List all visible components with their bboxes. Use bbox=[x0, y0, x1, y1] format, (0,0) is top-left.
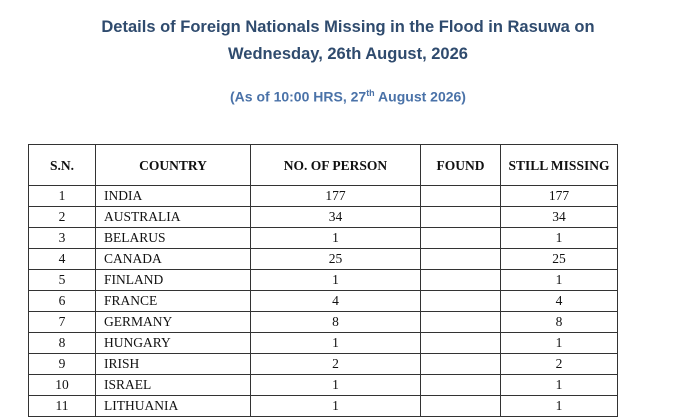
country-cell: LITHUANIA bbox=[95, 395, 251, 417]
subtitle-text: (As of 10:00 HRS, 27 bbox=[230, 88, 367, 105]
column-header: FOUND bbox=[420, 144, 501, 186]
table-row: 11 LITHUANIA 1 1 bbox=[28, 395, 618, 417]
missing-cell: 25 bbox=[500, 248, 618, 270]
serial-cell: 1 bbox=[28, 185, 96, 207]
serial-cell: 8 bbox=[28, 332, 96, 354]
serial-cell: 6 bbox=[28, 290, 96, 312]
found-cell bbox=[420, 269, 501, 291]
found-cell bbox=[420, 395, 501, 417]
table-row: 5 FINLAND 1 1 bbox=[28, 269, 618, 291]
table-row: 1 INDIA 177 177 bbox=[28, 185, 618, 207]
persons-cell: 1 bbox=[250, 269, 421, 291]
table-body: 1 INDIA 177 177 2 AUSTRALIA 34 34 3 BELARUS 1 1 4 CAN… bbox=[28, 185, 618, 417]
persons-cell: 34 bbox=[250, 206, 421, 228]
country-cell: FINLAND bbox=[95, 269, 251, 291]
table-row: 10 ISRAEL 1 1 bbox=[28, 374, 618, 396]
column-header: STILL MISSING bbox=[500, 144, 618, 186]
subtitle-sup: th bbox=[366, 88, 375, 98]
missing-cell: 1 bbox=[500, 227, 618, 249]
column-header: S.N. bbox=[28, 144, 96, 186]
serial-cell: 9 bbox=[28, 353, 96, 375]
table-row: 9 IRISH 2 2 bbox=[28, 353, 618, 375]
missing-cell: 1 bbox=[500, 332, 618, 354]
serial-cell: 2 bbox=[28, 206, 96, 228]
subtitle-text: August 2026) bbox=[374, 88, 466, 105]
subtitle: (As of 10:00 HRS, 27th August 2026) bbox=[0, 88, 696, 105]
found-cell bbox=[420, 290, 501, 312]
found-cell bbox=[420, 248, 501, 270]
persons-cell: 177 bbox=[250, 185, 421, 207]
serial-cell: 7 bbox=[28, 311, 96, 333]
persons-cell: 25 bbox=[250, 248, 421, 270]
table: S.N. COUNTRY NO. OF PERSON FOUND STILL MISSI… bbox=[28, 144, 618, 417]
found-cell bbox=[420, 353, 501, 375]
table-row: 6 FRANCE 4 4 bbox=[28, 290, 618, 312]
table-row: 7 GERMANY 8 8 bbox=[28, 311, 618, 333]
missing-cell: 177 bbox=[500, 185, 618, 207]
country-cell: INDIA bbox=[95, 185, 251, 207]
country-cell: GERMANY bbox=[95, 311, 251, 333]
persons-cell: 2 bbox=[250, 353, 421, 375]
persons-cell: 4 bbox=[250, 290, 421, 312]
persons-cell: 1 bbox=[250, 227, 421, 249]
country-cell: FRANCE bbox=[95, 290, 251, 312]
table-row: 8 HUNGARY 1 1 bbox=[28, 332, 618, 354]
serial-cell: 10 bbox=[28, 374, 96, 396]
header-row: S.N. COUNTRY NO. OF PERSON FOUND STILL MISSI… bbox=[28, 144, 618, 186]
missing-cell: 8 bbox=[500, 311, 618, 333]
column-header: NO. OF PERSON bbox=[250, 144, 421, 186]
missing-cell: 2 bbox=[500, 353, 618, 375]
title: Details of Foreign Nationals Missing in … bbox=[101, 18, 595, 63]
serial-cell: 4 bbox=[28, 248, 96, 270]
found-cell bbox=[420, 332, 501, 354]
persons-cell: 1 bbox=[250, 332, 421, 354]
persons-cell: 8 bbox=[250, 311, 421, 333]
found-cell bbox=[420, 185, 501, 207]
country-cell: BELARUS bbox=[95, 227, 251, 249]
found-cell bbox=[420, 227, 501, 249]
country-cell: CANADA bbox=[95, 248, 251, 270]
country-cell: AUSTRALIA bbox=[95, 206, 251, 228]
serial-cell: 5 bbox=[28, 269, 96, 291]
missing-cell: 1 bbox=[500, 269, 618, 291]
country-cell: HUNGARY bbox=[95, 332, 251, 354]
missing-cell: 1 bbox=[500, 374, 618, 396]
column-header: COUNTRY bbox=[95, 144, 251, 186]
missing-cell: 1 bbox=[500, 395, 618, 417]
table-row: 4 CANADA 25 25 bbox=[28, 248, 618, 270]
found-cell bbox=[420, 206, 501, 228]
missing-cell: 4 bbox=[500, 290, 618, 312]
table-row: 3 BELARUS 1 1 bbox=[28, 227, 618, 249]
persons-cell: 1 bbox=[250, 374, 421, 396]
serial-cell: 11 bbox=[28, 395, 96, 417]
country-cell: ISRAEL bbox=[95, 374, 251, 396]
found-cell bbox=[420, 311, 501, 333]
table-row: 2 AUSTRALIA 34 34 bbox=[28, 206, 618, 228]
missing-cell: 34 bbox=[500, 206, 618, 228]
persons-cell: 1 bbox=[250, 395, 421, 417]
found-cell bbox=[420, 374, 501, 396]
serial-cell: 3 bbox=[28, 227, 96, 249]
country-cell: IRISH bbox=[95, 353, 251, 375]
